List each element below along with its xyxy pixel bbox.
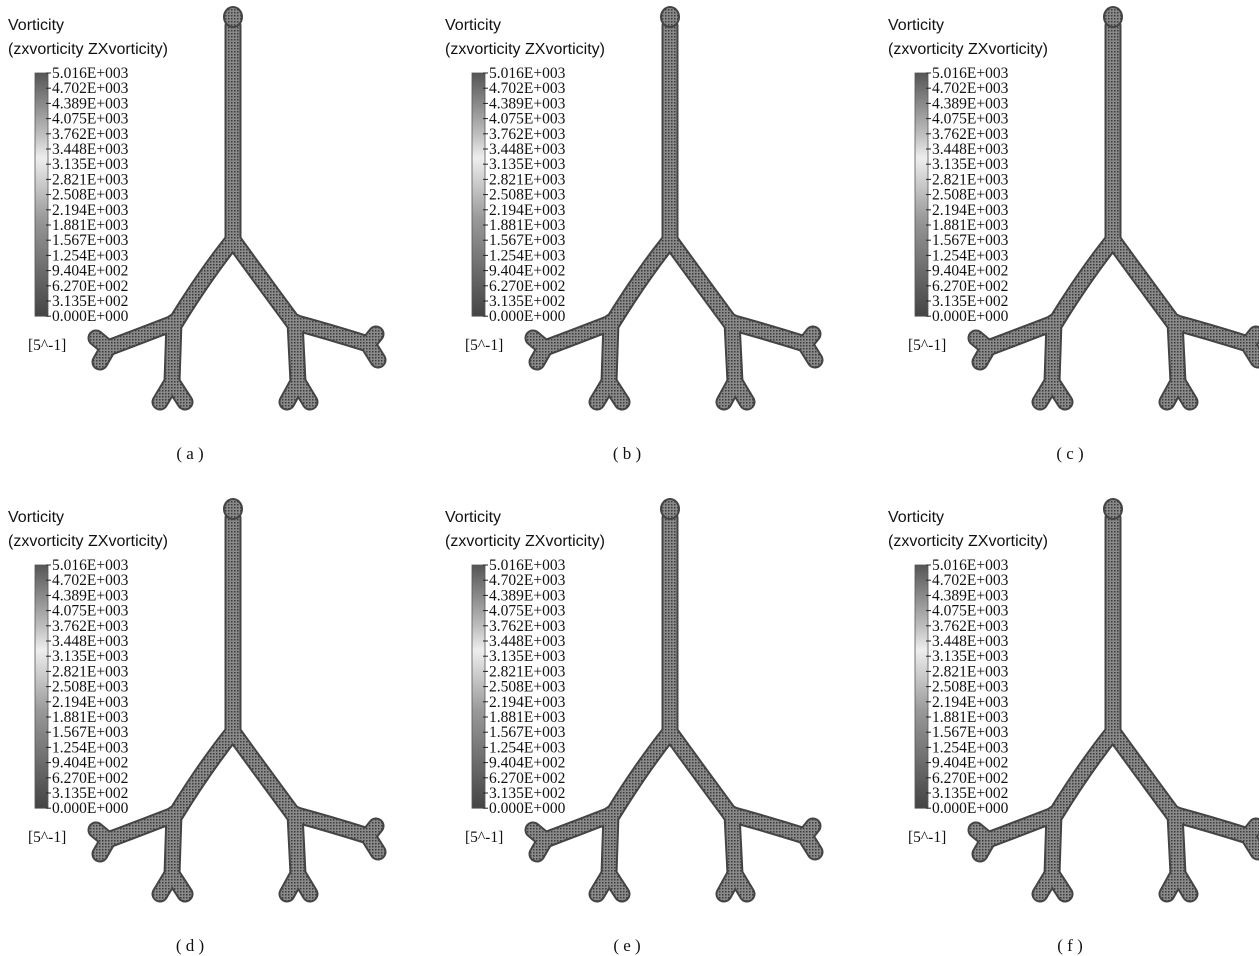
airway-fill xyxy=(670,240,730,322)
legend-unit: [5^-1] xyxy=(465,337,503,354)
legend-label: 0.000E+000 xyxy=(489,308,566,325)
airway-fill xyxy=(613,240,670,322)
legend-subtitle: (zxvorticity ZXvorticity) xyxy=(445,533,605,550)
legend-title: Vorticity xyxy=(8,509,64,526)
legend-label: 0.000E+000 xyxy=(489,800,566,817)
panel-caption: ( e ) xyxy=(613,936,640,955)
airway-fill xyxy=(176,240,233,322)
legend-label: 0.000E+000 xyxy=(932,800,1009,817)
airway-fill xyxy=(1052,814,1054,874)
legend-title: Vorticity xyxy=(888,509,944,526)
airway-fill xyxy=(980,348,988,362)
legend-unit: [5^-1] xyxy=(908,829,946,846)
legend-subtitle: (zxvorticity ZXvorticity) xyxy=(888,41,1048,58)
panel-caption: ( b ) xyxy=(613,444,641,463)
airway-contour xyxy=(533,7,815,402)
panel-caption: ( a ) xyxy=(176,444,203,463)
airway-contour xyxy=(976,7,1258,402)
airway-head xyxy=(224,499,242,519)
legend-subtitle: (zxvorticity ZXvorticity) xyxy=(8,41,168,58)
airway-fill xyxy=(805,344,815,360)
airway-fill xyxy=(609,322,611,382)
airway-head xyxy=(1104,499,1122,519)
legend-label: 0.000E+000 xyxy=(52,800,129,817)
legend-title: Vorticity xyxy=(445,17,501,34)
airway-fill xyxy=(1113,240,1173,322)
airway-head xyxy=(1104,7,1122,27)
legend-unit: [5^-1] xyxy=(465,829,503,846)
legend-subtitle: (zxvorticity ZXvorticity) xyxy=(8,533,168,550)
airway-fill xyxy=(1113,732,1173,814)
panel: Vorticity(zxvorticity ZXvorticity)5.016E… xyxy=(888,499,1258,955)
airway-fill xyxy=(1175,814,1178,874)
airway-fill xyxy=(537,348,545,362)
airway-fill xyxy=(233,240,293,322)
airway-fill xyxy=(1248,836,1258,852)
panel: Vorticity(zxvorticity ZXvorticity)5.016E… xyxy=(888,7,1258,463)
airway-fill xyxy=(609,814,611,874)
airway-fill xyxy=(537,840,545,854)
airway-fill xyxy=(670,732,730,814)
airway-contour xyxy=(96,7,378,402)
legend-title: Vorticity xyxy=(8,17,64,34)
airway-contour xyxy=(976,499,1258,894)
airway-fill xyxy=(613,732,670,814)
legend-title: Vorticity xyxy=(445,509,501,526)
panel: Vorticity(zxvorticity ZXvorticity)5.016E… xyxy=(445,7,815,463)
legend-label: 0.000E+000 xyxy=(52,308,129,325)
airway-fill xyxy=(1056,732,1113,814)
legend-subtitle: (zxvorticity ZXvorticity) xyxy=(888,533,1048,550)
panel-caption: ( f ) xyxy=(1057,936,1082,955)
airway-head xyxy=(661,7,679,27)
airway-fill xyxy=(172,322,174,382)
panel-caption: ( c ) xyxy=(1056,444,1083,463)
panel: Vorticity(zxvorticity ZXvorticity)5.016E… xyxy=(8,499,378,955)
airway-head xyxy=(224,7,242,27)
airway-contour xyxy=(533,499,815,894)
airway-fill xyxy=(172,814,174,874)
airway-fill xyxy=(1056,240,1113,322)
airway-fill xyxy=(1175,322,1178,382)
legend-unit: [5^-1] xyxy=(908,337,946,354)
airway-fill xyxy=(1248,344,1258,360)
airway-fill xyxy=(980,840,988,854)
legend-label: 0.000E+000 xyxy=(932,308,1009,325)
airway-fill xyxy=(368,344,378,360)
airway-head xyxy=(661,499,679,519)
airway-fill xyxy=(233,732,293,814)
legend-unit: [5^-1] xyxy=(28,337,66,354)
panel: Vorticity(zxvorticity ZXvorticity)5.016E… xyxy=(8,7,378,463)
airway-fill xyxy=(100,348,108,362)
airway-fill xyxy=(805,836,815,852)
airway-fill xyxy=(100,840,108,854)
airway-fill xyxy=(732,322,735,382)
airway-fill xyxy=(368,836,378,852)
airway-fill xyxy=(176,732,233,814)
airway-fill xyxy=(732,814,735,874)
panel-caption: ( d ) xyxy=(176,936,204,955)
figure: Vorticity(zxvorticity ZXvorticity)5.016E… xyxy=(0,0,1259,956)
airway-fill xyxy=(1052,322,1054,382)
legend-title: Vorticity xyxy=(888,17,944,34)
panel: Vorticity(zxvorticity ZXvorticity)5.016E… xyxy=(445,499,815,955)
airway-contour xyxy=(96,499,378,894)
legend-subtitle: (zxvorticity ZXvorticity) xyxy=(445,41,605,58)
airway-fill xyxy=(295,814,298,874)
airway-fill xyxy=(295,322,298,382)
legend-unit: [5^-1] xyxy=(28,829,66,846)
